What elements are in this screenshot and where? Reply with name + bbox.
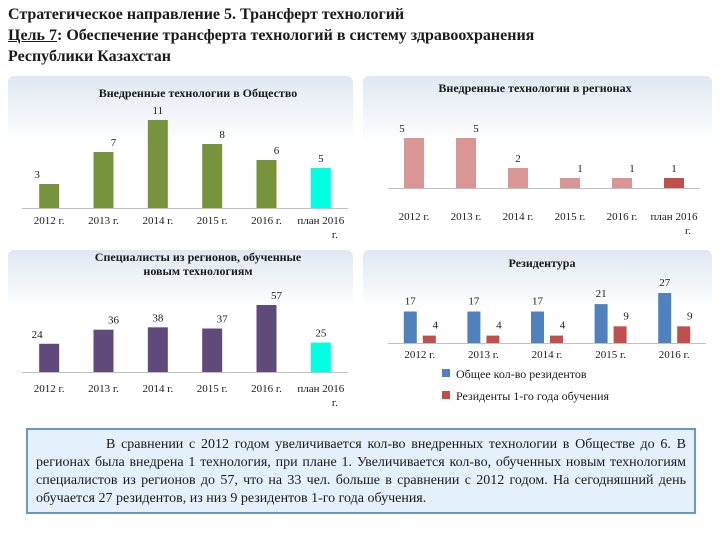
residency-data-label: 27 (659, 277, 671, 289)
residency-data-label: 17 (468, 296, 480, 308)
residency-bar-total-0 (403, 311, 417, 343)
society-bar-5 (310, 168, 331, 208)
society-data-label: 11 (153, 105, 164, 117)
specialists-bar-4 (256, 305, 277, 372)
specialists-data-label: 37 (217, 314, 229, 326)
society-data-label: 5 (318, 153, 324, 165)
residency-data-label: 17 (532, 296, 544, 308)
regions-data-label: 5 (473, 123, 479, 135)
specialists-bar-2 (147, 327, 168, 372)
society-data-label: 6 (274, 145, 280, 157)
regions-data-label: 1 (577, 163, 583, 175)
residency-title: Резидентура (509, 256, 576, 270)
regions-bar-0 (404, 138, 424, 188)
specialists-tick-label: 2013 г. (88, 383, 119, 395)
society-data-label: 8 (219, 129, 225, 141)
residency-tick-label: 2013 г. (468, 349, 499, 361)
goal-text: : Обеспечение трансферта технологий в си… (56, 27, 535, 44)
residency-legend-label: Резиденты 1-го года обучения (456, 389, 609, 403)
header-line-3: Республики Казахстан (8, 48, 171, 65)
residency-data-label: 17 (405, 296, 417, 308)
header-line-2: Цель 7: Обеспечение трансферта технологи… (8, 25, 708, 46)
summary-text: В сравнении с 2012 годом увеличивается к… (36, 437, 686, 506)
residency-data-label: 9 (623, 310, 629, 322)
residency-bar-first-year-4 (677, 326, 691, 343)
society-tick-label: план 2016 г. (297, 215, 344, 241)
residency-tick-label: 2014 г. (532, 349, 563, 361)
residency-bar-total-4 (658, 293, 672, 343)
chart-panel-society (8, 76, 353, 244)
society-bar-3 (202, 144, 223, 208)
specialists-data-label: 24 (32, 329, 44, 341)
residency-data-label: 4 (433, 320, 439, 332)
residency-data-label: 4 (560, 320, 566, 332)
regions-data-label: 2 (515, 153, 521, 165)
society-bar-4 (256, 160, 277, 208)
page-header: Стратегическое направление 5. Трансферт … (8, 4, 708, 67)
society-data-label: 3 (34, 169, 40, 181)
regions-bar-3 (560, 178, 580, 188)
regions-tick-label: 2013 г. (451, 211, 482, 223)
regions-title: Внедренные технологии в регионах (438, 81, 631, 95)
residency-data-label: 4 (496, 320, 502, 332)
regions-data-label: 5 (399, 123, 405, 135)
regions-tick-label: 2016 г. (607, 211, 638, 223)
specialists-bar-3 (202, 328, 223, 372)
specialists-bar-1 (93, 329, 114, 372)
regions-tick-label: 2015 г. (555, 211, 586, 223)
society-tick-label: 2012 г. (34, 215, 65, 227)
regions-tick-label: 2014 г. (503, 211, 534, 223)
regions-tick-label: план 2016 г. (651, 211, 698, 237)
specialists-data-label: 38 (152, 312, 164, 324)
specialists-tick-label: план 2016 г. (297, 383, 344, 409)
regions-bar-1 (456, 138, 476, 188)
header-line-1: Стратегическое направление 5. Трансферт … (8, 6, 405, 23)
goal-label: Цель 7 (8, 27, 57, 44)
society-title: Внедренные технологии в Общество (99, 86, 297, 100)
specialists-data-label: 36 (108, 315, 120, 327)
chart-panel-specialists (8, 250, 353, 418)
society-tick-label: 2014 г. (142, 215, 173, 227)
residency-bar-first-year-3 (613, 326, 627, 343)
society-tick-label: 2013 г. (88, 215, 119, 227)
society-bar-1 (93, 152, 114, 208)
society-tick-label: 2016 г. (251, 215, 282, 227)
specialists-data-label: 57 (271, 290, 283, 302)
specialists-bar-5 (310, 342, 331, 372)
summary-box: В сравнении с 2012 годом увеличивается к… (26, 428, 696, 514)
specialists-data-label: 25 (315, 328, 327, 340)
regions-data-label: 1 (671, 163, 677, 175)
residency-legend-swatch (442, 391, 450, 399)
residency-bar-total-3 (594, 304, 608, 343)
residency-bar-first-year-1 (486, 335, 500, 343)
residency-data-label: 21 (596, 288, 607, 300)
specialists-bar-0 (39, 343, 60, 372)
residency-legend-swatch (442, 369, 450, 377)
residency-bar-first-year-2 (550, 335, 563, 343)
society-bar-0 (39, 184, 60, 208)
residency-tick-label: 2016 г. (659, 349, 690, 361)
regions-bar-4 (612, 178, 632, 188)
society-tick-label: 2015 г. (197, 215, 228, 227)
specialists-tick-label: 2016 г. (251, 383, 282, 395)
specialists-title: Специалисты из регионов, обученные (95, 250, 302, 264)
regions-tick-label: 2012 г. (399, 211, 430, 223)
regions-bar-2 (508, 168, 528, 188)
residency-tick-label: 2012 г. (404, 349, 435, 361)
specialists-tick-label: 2014 г. (142, 383, 173, 395)
residency-bar-total-1 (467, 311, 481, 343)
residency-bar-total-2 (531, 311, 544, 343)
society-data-label: 7 (111, 137, 117, 149)
residency-data-label: 9 (687, 310, 693, 322)
residency-tick-label: 2015 г. (595, 349, 626, 361)
specialists-tick-label: 2015 г. (197, 383, 228, 395)
specialists-tick-label: 2012 г. (34, 383, 65, 395)
specialists-title: новым технологиям (143, 264, 252, 278)
society-bar-2 (147, 120, 168, 208)
residency-bar-first-year-0 (422, 335, 436, 343)
regions-data-label: 1 (629, 163, 635, 175)
residency-legend-label: Общее кол-во резидентов (456, 367, 587, 381)
regions-bar-5 (664, 178, 684, 188)
